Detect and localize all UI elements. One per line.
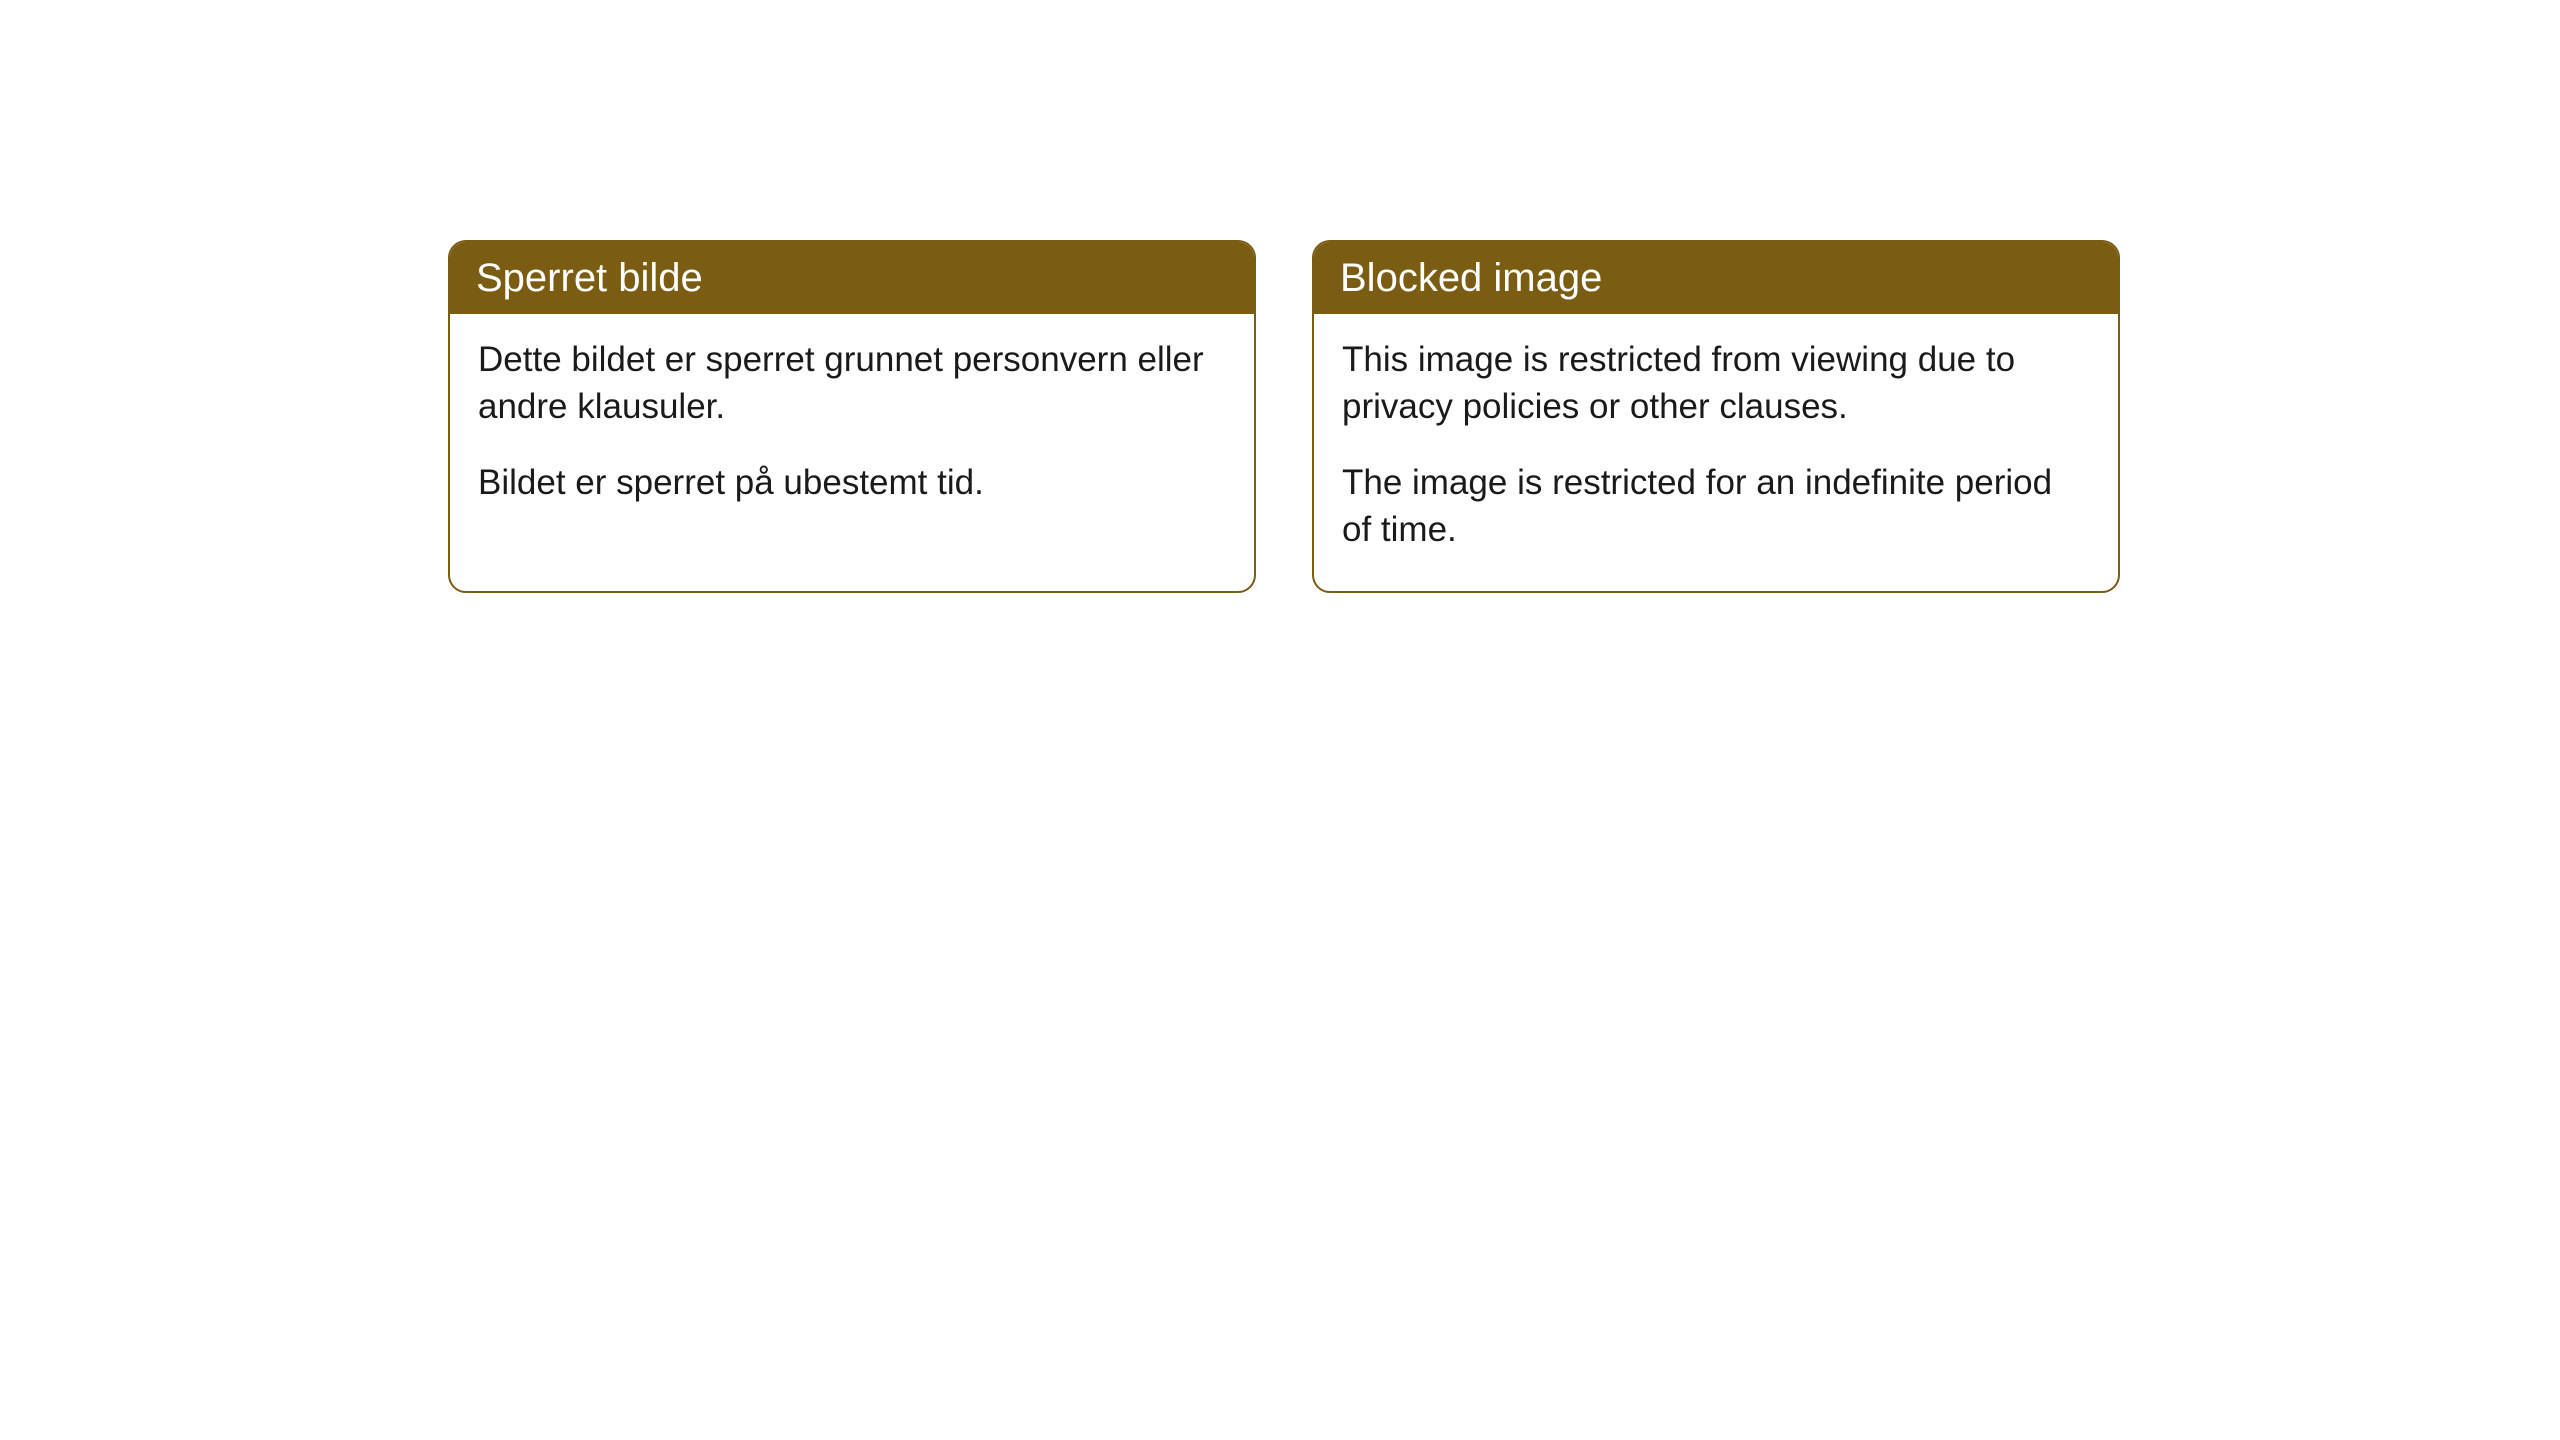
card-title-english: Blocked image (1314, 242, 2118, 314)
card-paragraph: This image is restricted from viewing du… (1342, 336, 2090, 431)
card-paragraph: Bildet er sperret på ubestemt tid. (478, 459, 1226, 506)
card-body-english: This image is restricted from viewing du… (1314, 314, 2118, 591)
cards-container: Sperret bilde Dette bildet er sperret gr… (0, 0, 2560, 593)
card-title-norwegian: Sperret bilde (450, 242, 1254, 314)
card-english: Blocked image This image is restricted f… (1312, 240, 2120, 593)
card-norwegian: Sperret bilde Dette bildet er sperret gr… (448, 240, 1256, 593)
card-paragraph: Dette bildet er sperret grunnet personve… (478, 336, 1226, 431)
card-paragraph: The image is restricted for an indefinit… (1342, 459, 2090, 554)
card-body-norwegian: Dette bildet er sperret grunnet personve… (450, 314, 1254, 544)
